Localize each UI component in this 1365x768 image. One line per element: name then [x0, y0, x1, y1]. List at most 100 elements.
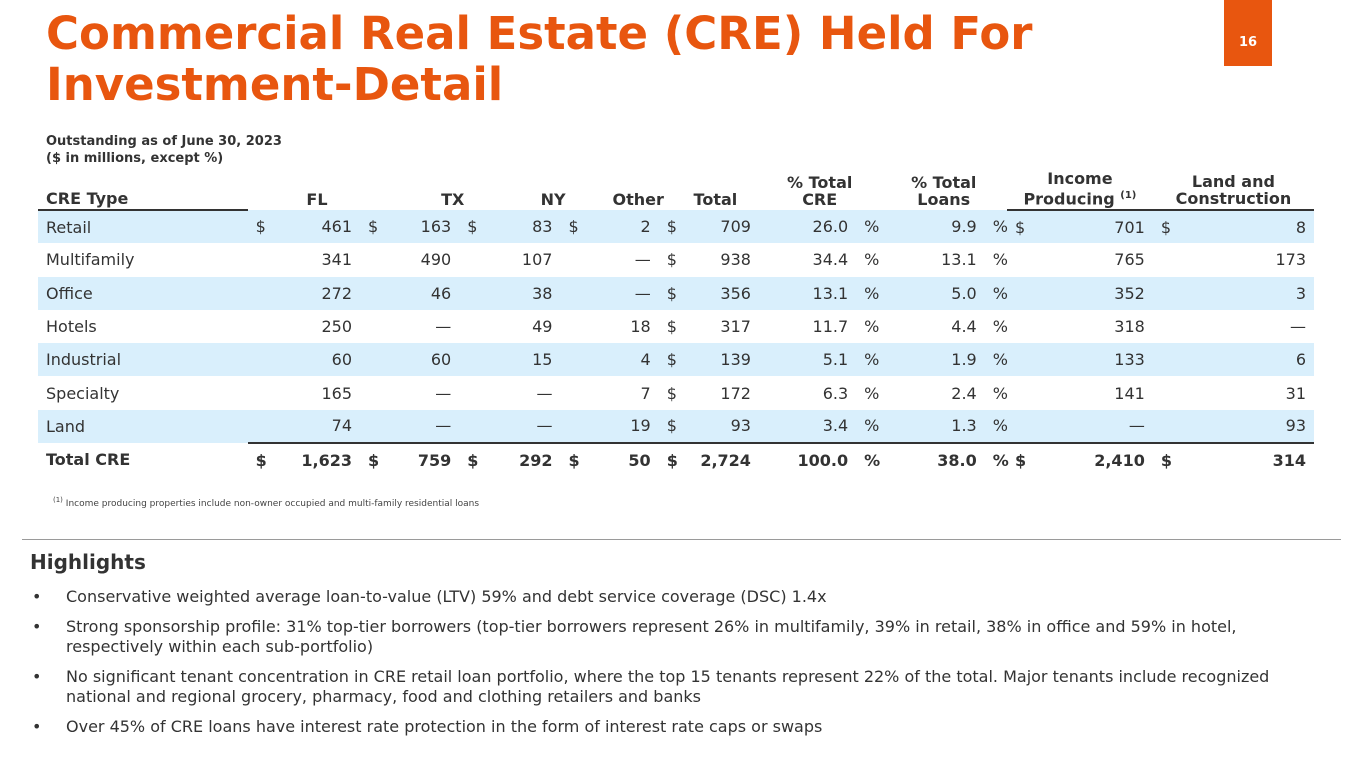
tx-value: 60: [373, 343, 460, 377]
table-body: Retail $461 $163 $83 $2 $709 26.0% 9.9% $701 $8 Mu…: [38, 210, 1314, 476]
table-subtitle: Outstanding as of June 30, 2023 ($ in mi…: [46, 133, 282, 167]
pct-total-loans-value: 2.4: [951, 383, 977, 403]
fl-value: 461: [260, 210, 360, 244]
currency-symbol: $: [658, 276, 677, 310]
highlights-title: Highlights: [30, 550, 146, 574]
pct-total-cre-value: 6.3: [822, 383, 849, 403]
cre-type-cell: Industrial: [38, 343, 248, 377]
header-total: Total: [693, 190, 738, 209]
currency-symbol: $: [666, 383, 677, 403]
income-producing-value: —: [1020, 409, 1153, 445]
percent-symbol: %: [992, 450, 1009, 470]
total-value: 938: [720, 250, 751, 270]
fl-value: 341: [321, 250, 352, 270]
fl-value: 1,623: [301, 450, 352, 470]
land-construction-value: 3: [1165, 276, 1314, 310]
land-construction-value: 314: [1272, 450, 1306, 470]
percent-symbol: %: [992, 317, 1008, 337]
highlight-item: Over 45% of CRE loans have interest rate…: [30, 717, 1330, 737]
cre-type-cell: Multifamily: [46, 250, 135, 270]
footnote: (1) Income producing properties include …: [53, 496, 480, 509]
cre-type-cell: Office: [38, 276, 248, 310]
total-value: 139: [671, 343, 759, 377]
total-row: Total CRE $1,623 $759 $292 $50 $2,724 100.0% 38…: [38, 443, 1314, 476]
pct-total-loans-value: 1.9: [880, 343, 985, 377]
cre-type-cell: Retail: [38, 210, 248, 244]
currency-symbol: $: [666, 450, 678, 470]
other-value: 18: [630, 317, 651, 337]
currency-symbol: $: [560, 210, 579, 244]
highlights-list: Conservative weighted average loan-to-va…: [30, 587, 1330, 747]
tx-value: —: [435, 317, 452, 337]
cre-type-cell: Total CRE: [46, 450, 131, 470]
percent-symbol: %: [856, 409, 881, 445]
ny-value: 38: [472, 276, 561, 310]
pct-total-loans-value: 5.0: [880, 276, 985, 310]
tx-value: 163: [373, 210, 460, 244]
currency-symbol: $: [1152, 210, 1171, 244]
pct-total-loans-value: 13.1: [941, 250, 977, 270]
percent-symbol: %: [984, 343, 1008, 377]
percent-symbol: %: [856, 276, 881, 310]
income-producing-value: 765: [1114, 250, 1145, 270]
tx-value: —: [373, 409, 460, 445]
ny-value: —: [472, 409, 561, 445]
total-value: 709: [671, 210, 759, 244]
fl-value: 60: [260, 343, 360, 377]
income-producing-value: 701: [1020, 210, 1153, 244]
currency-symbol: $: [467, 450, 479, 470]
header-fl: FL: [306, 190, 328, 209]
header-land-construction: Land and Construction: [1152, 168, 1314, 211]
currency-symbol: $: [247, 210, 266, 244]
table-row: Land 74— —19 $93 3.4% 1.3% —93: [38, 409, 1314, 445]
other-value: —: [634, 250, 651, 270]
ny-value: 49: [532, 317, 553, 337]
cre-table: CRE Type FL TX NY Other Total % Total CRE…: [38, 168, 1314, 476]
percent-symbol: %: [992, 250, 1008, 270]
header-pct-total-cre: % Total CRE: [787, 173, 853, 209]
currency-symbol: $: [568, 450, 580, 470]
header-cre-type: CRE Type: [38, 168, 248, 211]
pct-total-loans-value: 4.4: [951, 317, 977, 337]
income-producing-value: 133: [1020, 343, 1153, 377]
table-row: Specialty 165 — — 7 $172 6.3% 2.4% 141 31: [38, 376, 1314, 409]
percent-symbol: %: [864, 317, 880, 337]
other-value: 19: [573, 409, 659, 445]
currency-symbol: $: [658, 343, 677, 377]
cre-type-cell: Land: [38, 409, 248, 444]
fl-value: 250: [321, 317, 352, 337]
percent-symbol: %: [864, 450, 881, 470]
currency-symbol: $: [658, 409, 677, 445]
tx-value: 490: [420, 250, 452, 270]
highlight-item: Conservative weighted average loan-to-va…: [30, 587, 1330, 607]
table-row: Retail $461 $163 $83 $2 $709 26.0% 9.9% $701 $8: [38, 210, 1314, 244]
income-producing-value: 141: [1114, 383, 1145, 403]
currency-symbol: $: [368, 450, 380, 470]
subtitle-date: Outstanding as of June 30, 2023: [46, 134, 282, 149]
table-row: Multifamily 341 490 107 — $938 34.4% 13.1% 765 17…: [38, 243, 1314, 276]
fl-value: 74: [260, 409, 360, 445]
total-value: 93: [671, 409, 759, 445]
currency-symbol: $: [1015, 450, 1027, 470]
fl-value: 272: [260, 276, 360, 310]
income-producing-value: 352: [1020, 276, 1153, 310]
pct-total-cre-value: 5.1: [758, 343, 857, 377]
ny-value: 107: [521, 250, 553, 270]
table-row: Office 272 46 38 — $356 13.1% 5.0% 352 3: [38, 276, 1314, 310]
header-income-producing: Income Producing (1): [1007, 168, 1153, 211]
cre-type-cell: Hotels: [46, 317, 97, 337]
land-construction-value: 31: [1285, 383, 1306, 403]
tx-value: 46: [373, 276, 460, 310]
section-divider: [22, 539, 1341, 540]
tx-value: —: [435, 383, 452, 403]
currency-symbol: $: [658, 210, 677, 244]
percent-symbol: %: [864, 250, 880, 270]
currency-symbol: $: [1160, 450, 1172, 470]
other-value: 50: [628, 450, 651, 470]
percent-symbol: %: [984, 409, 1008, 445]
tx-value: 759: [417, 450, 452, 470]
pct-total-cre-value: 13.1: [758, 276, 857, 310]
page-number: 16: [1224, 0, 1272, 66]
ny-value: 83: [472, 210, 561, 244]
highlight-item: Strong sponsorship profile: 31% top-tier…: [30, 617, 1330, 657]
